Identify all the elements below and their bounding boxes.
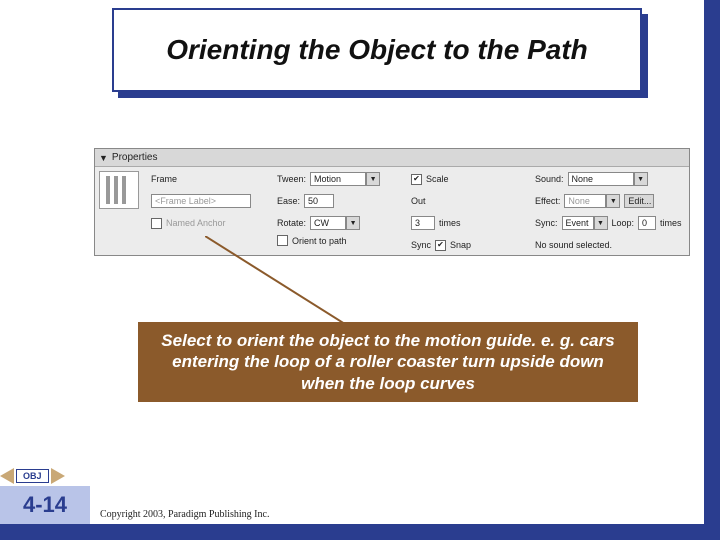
rotate-times-label: times xyxy=(439,218,461,228)
description-box: Select to orient the object to the motio… xyxy=(138,322,638,402)
orient-to-path-checkbox[interactable] xyxy=(277,235,288,246)
footer: OBJ 4-14 xyxy=(0,468,90,524)
sync-label: Sync xyxy=(411,240,431,250)
effect-label: Effect: xyxy=(535,196,560,206)
sync-select[interactable]: Event xyxy=(562,216,594,230)
dropdown-icon[interactable]: ▼ xyxy=(594,216,608,230)
dropdown-icon[interactable]: ▼ xyxy=(634,172,648,186)
named-anchor-label: Named Anchor xyxy=(166,218,226,228)
ease-input[interactable]: 50 xyxy=(304,194,334,208)
effect-select: None xyxy=(564,194,606,208)
copyright-text: Copyright 2003, Paradigm Publishing Inc. xyxy=(100,509,269,520)
prev-button[interactable] xyxy=(0,468,14,484)
sound-label: Sound: xyxy=(535,174,564,184)
collapse-arrow-icon[interactable]: ▼ xyxy=(99,153,108,163)
tween-select[interactable]: Motion xyxy=(310,172,366,186)
dropdown-icon[interactable]: ▼ xyxy=(366,172,380,186)
slide-title: Orienting the Object to the Path xyxy=(166,35,588,66)
loop-input[interactable]: 0 xyxy=(638,216,656,230)
snap-checkbox[interactable]: ✔ xyxy=(435,240,446,251)
slide-title-box: Orienting the Object to the Path xyxy=(112,8,642,92)
sound-select[interactable]: None xyxy=(568,172,634,186)
no-sound-label: No sound selected. xyxy=(535,240,612,250)
out-label: Out xyxy=(411,196,426,206)
edit-button[interactable]: Edit... xyxy=(624,194,654,208)
frame-label-input[interactable]: <Frame Label> xyxy=(151,194,251,208)
loop-label: Loop: xyxy=(612,218,635,228)
sync2-label: Sync: xyxy=(535,218,558,228)
named-anchor-checkbox xyxy=(151,218,162,229)
rotate-times-input[interactable]: 3 xyxy=(411,216,435,230)
loop-times-label: times xyxy=(660,218,682,228)
snap-label: Snap xyxy=(450,240,471,250)
scale-label: Scale xyxy=(426,174,449,184)
slide-number: 4-14 xyxy=(0,486,90,524)
panel-title: Properties xyxy=(112,152,158,163)
properties-panel: ▼ Properties Frame <Frame Label> Named A… xyxy=(94,148,690,256)
ease-label: Ease: xyxy=(277,196,300,206)
dropdown-icon: ▼ xyxy=(606,194,620,208)
panel-header[interactable]: ▼ Properties xyxy=(95,149,689,167)
description-text: Select to orient the object to the motio… xyxy=(161,331,614,393)
obj-button[interactable]: OBJ xyxy=(16,469,49,483)
tween-label: Tween: xyxy=(277,174,306,184)
next-button[interactable] xyxy=(51,468,65,484)
nav-controls: OBJ xyxy=(0,468,90,484)
dropdown-icon[interactable]: ▼ xyxy=(346,216,360,230)
rotate-label: Rotate: xyxy=(277,218,306,228)
rotate-select[interactable]: CW xyxy=(310,216,346,230)
scale-checkbox[interactable]: ✔ xyxy=(411,174,422,185)
orient-to-path-label: Orient to path xyxy=(292,236,347,246)
frame-label: Frame xyxy=(151,174,177,184)
frame-thumbnail xyxy=(99,171,139,209)
